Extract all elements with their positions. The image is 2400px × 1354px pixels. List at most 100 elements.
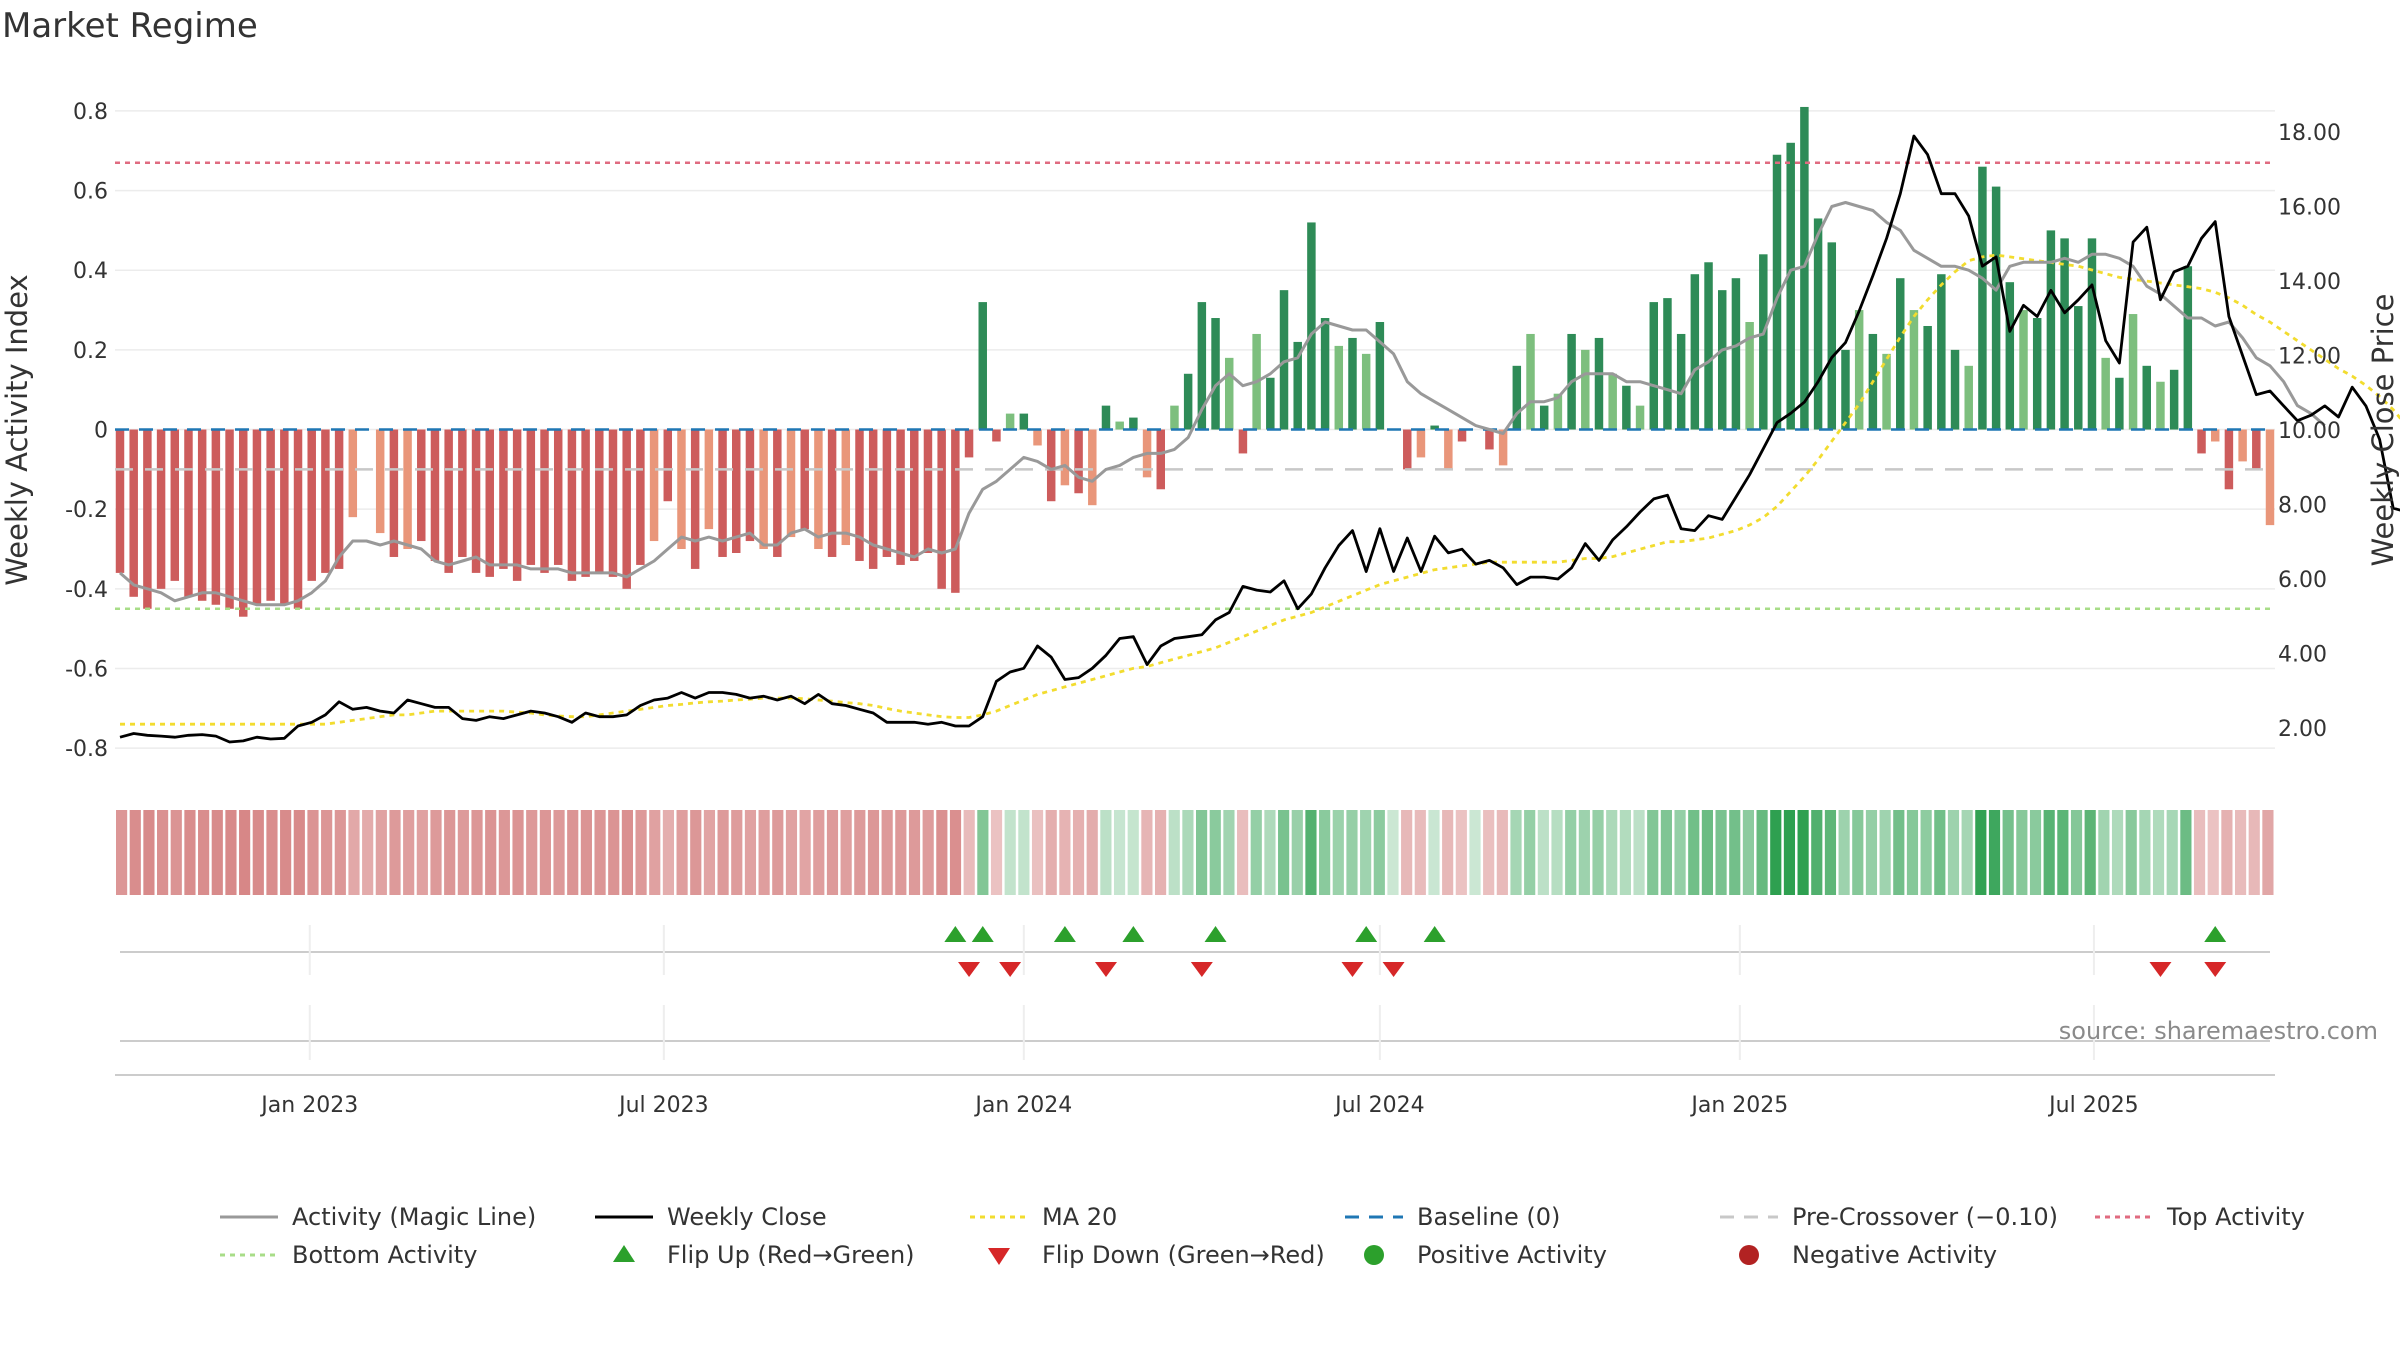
regime-cell bbox=[2262, 810, 2274, 895]
legend-label: Weekly Close bbox=[667, 1203, 827, 1231]
activity-bar bbox=[403, 429, 412, 550]
x-axis: Jan 2023 Jul 2023 Jan 2024 Jul 2024 Jan 2025… bbox=[115, 925, 2275, 1118]
regime-cell bbox=[1852, 810, 1864, 895]
regime-cell bbox=[1045, 810, 1057, 895]
activity-bar bbox=[745, 429, 755, 542]
flip-up-marker bbox=[2204, 926, 2227, 942]
regime-cell bbox=[225, 810, 237, 895]
activity-bar bbox=[2087, 238, 2097, 430]
regime-cell bbox=[1551, 810, 1563, 895]
legend-label: Positive Activity bbox=[1417, 1241, 1607, 1269]
regime-cell bbox=[1072, 810, 1085, 895]
right-tick-label: 8.00 bbox=[2278, 494, 2327, 519]
regime-cell bbox=[1414, 810, 1426, 895]
regime-cell bbox=[444, 810, 456, 895]
regime-cell bbox=[1168, 810, 1180, 895]
activity-bar bbox=[1485, 429, 1494, 450]
activity-bar bbox=[2032, 318, 2042, 430]
regime-cell bbox=[1004, 810, 1016, 895]
flip-up-marker bbox=[971, 926, 994, 942]
activity-bar bbox=[2252, 429, 2261, 470]
flip-down-marker bbox=[1341, 962, 1364, 977]
left-tick-label: -0.2 bbox=[65, 498, 108, 523]
regime-cell bbox=[908, 810, 921, 895]
activity-bar bbox=[1375, 322, 1385, 430]
regime-cell bbox=[2234, 810, 2247, 895]
activity-bar bbox=[1827, 242, 1837, 430]
legend-label: MA 20 bbox=[1042, 1203, 1117, 1231]
regime-cell bbox=[785, 810, 798, 895]
regime-cell bbox=[731, 810, 743, 895]
regime-cell bbox=[1893, 810, 1905, 895]
regime-cell bbox=[2180, 810, 2192, 895]
regime-cell bbox=[157, 810, 169, 895]
regime-cell bbox=[2084, 810, 2096, 895]
regime-cell bbox=[1483, 810, 1495, 895]
regime-cell bbox=[1824, 810, 1837, 895]
activity-bar bbox=[732, 429, 741, 553]
activity-bar bbox=[156, 429, 166, 589]
activity-bar bbox=[595, 429, 604, 573]
activity-bar bbox=[1800, 106, 1809, 430]
regime-strip bbox=[116, 810, 2274, 895]
regime-cell bbox=[1442, 810, 1454, 895]
right-tick-label: 18.00 bbox=[2278, 121, 2341, 146]
left-tick-label: 0.8 bbox=[73, 100, 108, 125]
activity-bar bbox=[1444, 429, 1453, 470]
regime-cell bbox=[635, 810, 647, 895]
activity-bar bbox=[375, 429, 385, 534]
activity-bar bbox=[1882, 353, 1891, 430]
activity-bar bbox=[1772, 154, 1782, 430]
regime-cell bbox=[1360, 810, 1372, 895]
activity-bar bbox=[2265, 429, 2275, 526]
activity-bar bbox=[1813, 218, 1823, 430]
regime-cell bbox=[1988, 810, 2001, 895]
activity-bar bbox=[1690, 274, 1700, 430]
activity-bar bbox=[334, 429, 344, 569]
regime-cell bbox=[1920, 810, 1932, 895]
flip-down-marker bbox=[2149, 962, 2172, 977]
activity-bar bbox=[704, 429, 714, 530]
regime-cell bbox=[2098, 810, 2110, 895]
activity-bar bbox=[2019, 310, 2028, 430]
activity-bar bbox=[2210, 429, 2220, 442]
left-tick-label: -0.4 bbox=[65, 578, 108, 603]
regime-cell bbox=[2248, 810, 2260, 895]
activity-bar bbox=[992, 429, 1001, 442]
activity-bar bbox=[471, 429, 481, 573]
activity-bar bbox=[444, 429, 453, 573]
activity-bar bbox=[348, 429, 358, 518]
regime-cell bbox=[375, 810, 387, 895]
activity-bar bbox=[2197, 429, 2206, 454]
activity-bar bbox=[581, 429, 590, 577]
flip-down-marker bbox=[1094, 962, 1117, 977]
activity-bar bbox=[677, 429, 686, 550]
regime-cell bbox=[867, 810, 880, 895]
activity-bar bbox=[1279, 290, 1289, 430]
activity-bar bbox=[1731, 278, 1741, 430]
activity-bar bbox=[1129, 417, 1138, 430]
left-axis-label: Weekly Activity Index bbox=[0, 274, 34, 585]
activity-bar bbox=[1307, 222, 1316, 430]
regime-cell bbox=[676, 810, 688, 895]
activity-bar bbox=[458, 429, 467, 557]
regime-cell bbox=[826, 810, 839, 895]
activity-bar bbox=[280, 429, 289, 605]
regime-cell bbox=[1278, 810, 1290, 895]
regime-cell bbox=[1059, 810, 1071, 895]
activity-bar bbox=[1224, 357, 1234, 430]
regime-cell bbox=[1592, 810, 1604, 895]
activity-bar bbox=[1512, 365, 1522, 430]
activity-bar bbox=[239, 429, 248, 617]
regime-cell bbox=[1319, 810, 1331, 895]
activity-bar bbox=[663, 429, 673, 502]
regime-cell bbox=[430, 810, 442, 895]
regime-cell bbox=[690, 810, 702, 895]
axes: 0.8 0.6 0.4 0.2 0 -0.2 -0.4 -0.6 -0.8 18.00 16.00 1… bbox=[0, 100, 2400, 762]
regime-cell bbox=[1578, 810, 1590, 895]
legend-swatch-flip-down bbox=[988, 1248, 1010, 1265]
regime-cell bbox=[1606, 810, 1618, 895]
activity-bar bbox=[868, 429, 878, 569]
activity-bar bbox=[1937, 274, 1946, 430]
regime-cell bbox=[1838, 810, 1850, 895]
